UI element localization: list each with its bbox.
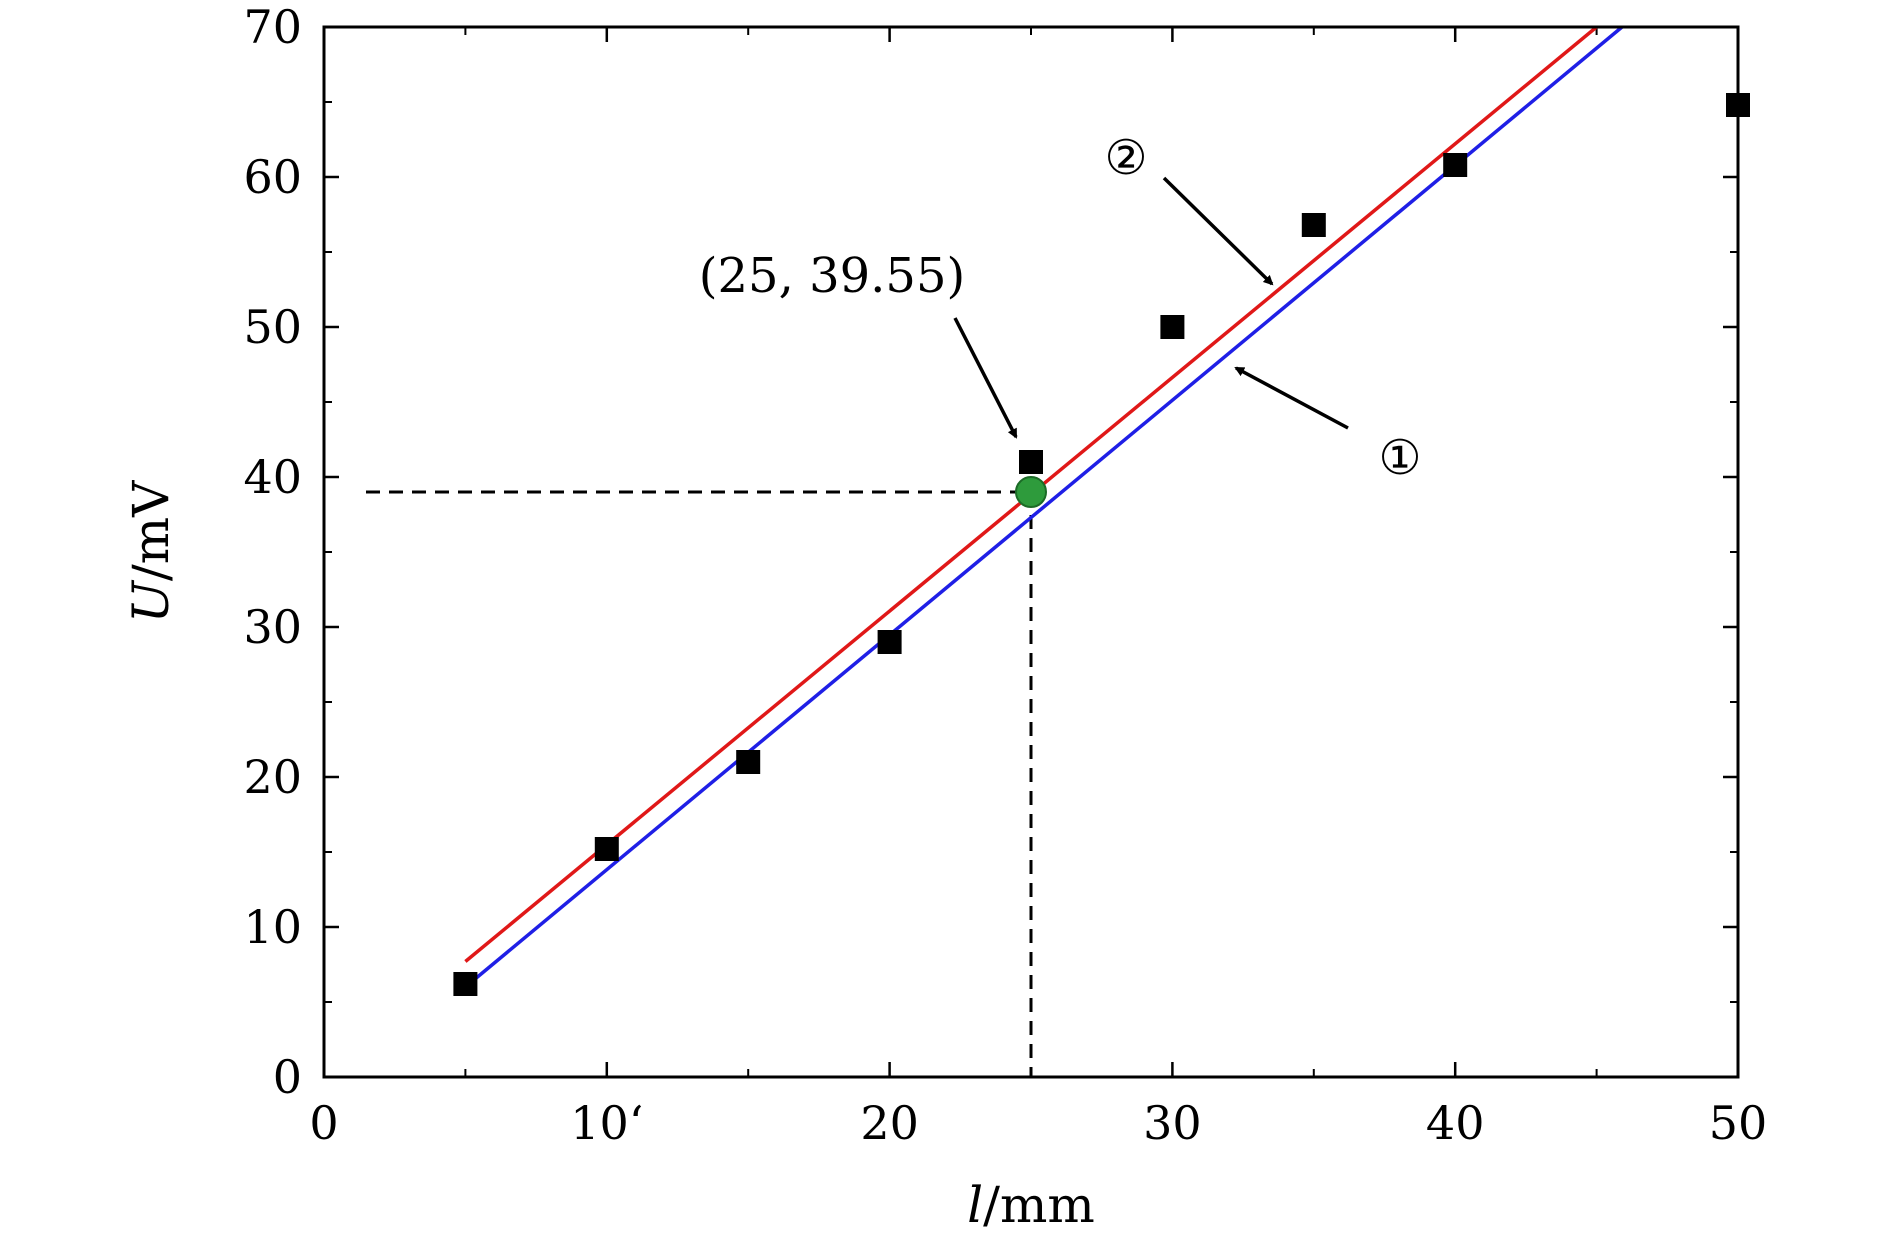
x-tick-label: 20 [860, 1096, 919, 1150]
x-axis-label: l/mm [967, 1176, 1095, 1234]
y-tick-label: 10 [243, 900, 302, 954]
y-tick-label: 40 [243, 450, 302, 504]
data-point [1301, 213, 1326, 237]
data-point [594, 837, 619, 861]
x-tick-label: 30 [1143, 1096, 1202, 1150]
fit-line-1 [464, 25, 1624, 989]
y-tick-label: 20 [243, 750, 302, 804]
x-tick-label: 0 [309, 1096, 338, 1150]
annotations: (25, 39.55) ② ① [699, 130, 1422, 486]
reference-lines [366, 490, 1033, 1077]
y-tick-label: 70 [243, 0, 302, 54]
fit-line-1-arrow [1234, 366, 1349, 430]
y-axis-label: U/mV [122, 480, 180, 623]
plot-frame [322, 25, 1740, 1079]
fit-line-2-label: ② [1104, 130, 1147, 186]
x-tick-label: 50 [1709, 1096, 1768, 1150]
data-point [453, 972, 478, 996]
highlight-point [1015, 476, 1047, 508]
fit-line-1-label: ① [1378, 430, 1421, 486]
data-point [1019, 450, 1043, 474]
data-point [1443, 153, 1468, 177]
fit-line-2-arrow [1162, 176, 1274, 286]
y-tick-label: 50 [243, 300, 302, 354]
y-tick-label: 30 [243, 600, 302, 654]
data-points [453, 93, 1750, 996]
y-tick-label: 0 [273, 1050, 302, 1104]
data-point [877, 630, 902, 654]
x-tick-label: 40 [1426, 1096, 1485, 1150]
ticks-layer: 0 10‘ 20 30 40 50 0 10 20 30 40 50 60 70 [243, 0, 1767, 1150]
data-point [1160, 315, 1185, 339]
data-point [736, 750, 761, 774]
y-tick-label: 60 [243, 150, 302, 204]
highlight-point-arrow [953, 317, 1018, 439]
x-tick-label: 10‘ [570, 1096, 643, 1150]
highlight-point-label: (25, 39.55) [699, 248, 965, 304]
